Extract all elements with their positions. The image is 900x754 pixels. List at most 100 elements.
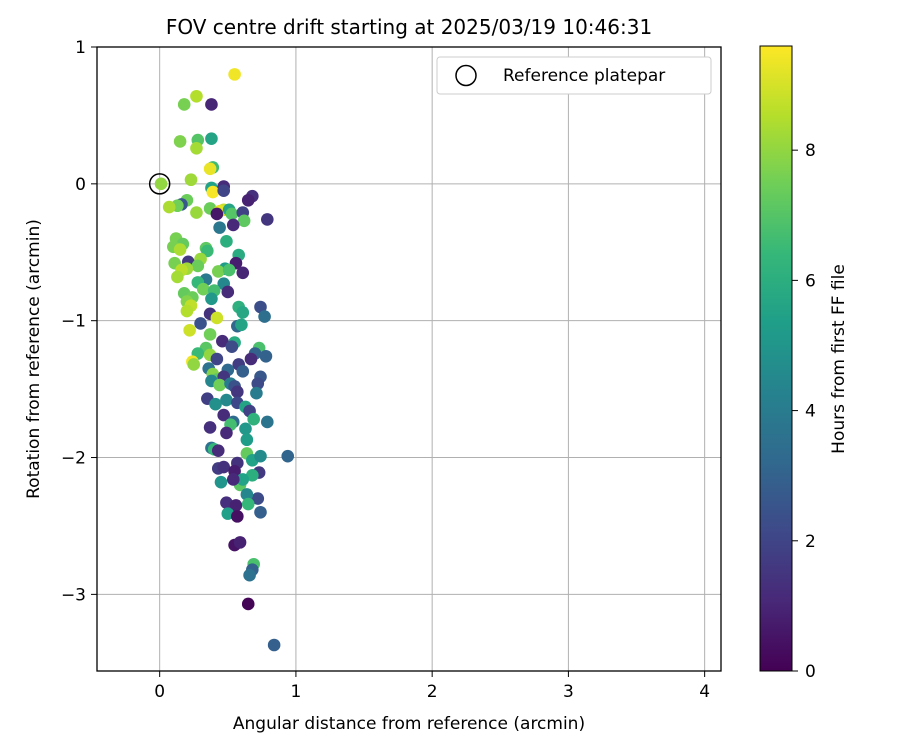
data-point (226, 473, 240, 486)
x-tick-label: 3 (563, 682, 574, 702)
legend: Reference platepar (436, 56, 712, 95)
data-point (213, 378, 226, 392)
colorbar-label: Hours from first FF file (829, 264, 849, 454)
data-point (190, 206, 203, 219)
legend-entry-reference-platepar: Reference platepar (503, 66, 665, 86)
data-point (251, 377, 265, 390)
data-point (203, 328, 217, 341)
data-point (162, 200, 176, 214)
data-point (210, 311, 224, 325)
data-point (213, 221, 226, 234)
data-point (221, 285, 235, 299)
data-point (180, 304, 194, 318)
data-point (229, 499, 243, 512)
x-axis-ticks: 0 1 2 3 4 (154, 671, 710, 702)
x-tick-label: 4 (699, 682, 710, 702)
data-point (243, 568, 256, 582)
data-point (228, 68, 241, 81)
data-point (225, 340, 239, 353)
data-point (184, 173, 198, 187)
chart-title: FOV centre drift starting at 2025/03/19 … (166, 15, 652, 39)
data-point (211, 444, 225, 457)
data-point (183, 323, 196, 337)
colorbar-tick-label: 4 (805, 402, 816, 422)
y-tick-label: 0 (75, 175, 86, 195)
data-point (187, 358, 201, 371)
data-point (233, 536, 247, 549)
data-point (240, 488, 254, 501)
reference-marker-layer (148, 173, 171, 195)
y-axis-ticks: 1 0 −1 −2 −3 (61, 38, 97, 605)
data-point (203, 162, 217, 176)
data-point (220, 393, 233, 407)
data-point (221, 507, 235, 520)
data-point (211, 265, 225, 278)
data-point (258, 310, 271, 323)
data-point (239, 422, 252, 436)
data-point (241, 193, 255, 207)
y-tick-label: −1 (61, 312, 86, 332)
data-point (254, 505, 267, 519)
data-point (214, 475, 228, 489)
data-point (216, 334, 229, 348)
x-tick-label: 2 (427, 682, 438, 702)
x-tick-label: 1 (291, 682, 302, 702)
data-points (154, 68, 295, 652)
data-point (190, 89, 203, 103)
data-point (259, 349, 273, 363)
colorbar-gradient (759, 45, 793, 672)
data-point (217, 184, 231, 197)
data-point (171, 270, 184, 284)
data-point (190, 141, 203, 155)
reference-platepar-marker (148, 173, 171, 195)
colorbar-tick-label: 8 (805, 141, 816, 161)
x-tick-label: 0 (154, 682, 165, 702)
data-point (251, 492, 265, 505)
data-point (206, 185, 220, 199)
data-point (261, 415, 274, 429)
data-point (225, 207, 239, 221)
data-point (191, 259, 205, 273)
data-point (217, 408, 231, 422)
colorbar-tick-label: 0 (805, 662, 816, 682)
data-point (205, 132, 218, 145)
data-point (210, 207, 224, 221)
data-point (154, 177, 168, 191)
data-point (236, 306, 250, 319)
plot-frame (96, 46, 722, 672)
data-point (247, 412, 260, 426)
data-point (240, 433, 254, 447)
data-point (196, 282, 210, 296)
data-point (173, 135, 187, 148)
data-point (231, 385, 244, 399)
data-point (210, 352, 224, 366)
data-point (261, 213, 274, 226)
data-point (220, 426, 233, 440)
data-point (235, 318, 248, 332)
data-point (203, 421, 217, 434)
data-point (267, 638, 281, 652)
y-tick-label: 1 (75, 38, 86, 58)
colorbar: 0 2 4 6 8 Hours from first FF file (759, 45, 849, 682)
data-point (254, 300, 267, 314)
data-point (173, 243, 187, 256)
data-point (220, 235, 233, 248)
y-axis-label: Rotation from reference (arcmin) (24, 219, 44, 499)
data-point (205, 98, 218, 111)
data-point (237, 214, 251, 228)
data-point (281, 449, 295, 463)
x-axis-label: Angular distance from reference (arcmin) (233, 714, 585, 734)
data-point (236, 365, 250, 378)
data-point (236, 473, 250, 486)
data-point (236, 266, 250, 280)
data-point (241, 597, 255, 611)
y-tick-label: −2 (61, 449, 86, 469)
data-point (250, 386, 263, 400)
data-point (209, 397, 222, 411)
y-tick-label: −3 (61, 585, 86, 605)
data-point (222, 263, 236, 277)
data-point (241, 497, 255, 511)
colorbar-ticks: 0 2 4 6 8 (792, 141, 816, 682)
